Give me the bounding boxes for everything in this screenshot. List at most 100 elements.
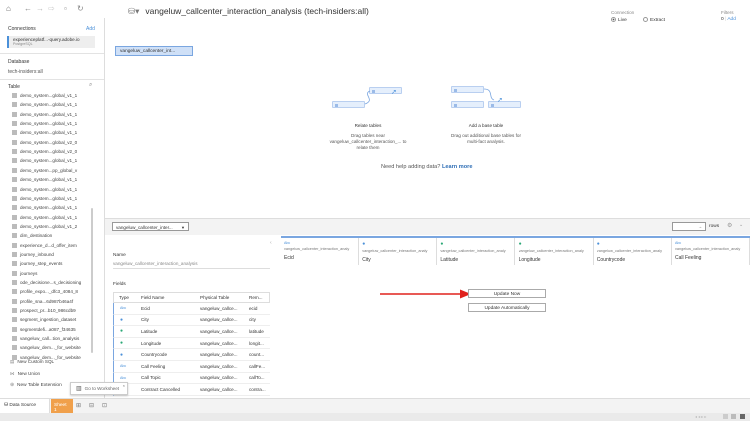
table-item[interactable]: demo_system...global_v1_1 [12,100,77,109]
globe-icon[interactable]: ● [120,328,124,335]
table-item[interactable]: demo_system...global_v1_1 [12,175,77,184]
globe-icon[interactable]: ● [362,241,366,247]
field-row[interactable]: Abc Ecid vangeluw_callce... ecid [113,303,270,315]
scrollbar[interactable] [91,208,93,353]
globe-icon[interactable]: ● [518,241,522,247]
table-item[interactable]: demo_system...pp_global_v [12,166,77,175]
new-custom-sql[interactable]: ▤ New Custom SQL [10,357,54,366]
type-icon[interactable]: Abc [120,306,127,311]
table-item[interactable]: vangeluw_dem..._for_website [12,343,81,352]
radio-extract[interactable]: Extract [643,17,665,23]
table-item[interactable]: journey_inbound [12,250,54,259]
collapse-icon[interactable]: ‹ [270,240,272,246]
type-icon[interactable]: Abc [284,241,291,245]
canvas-table[interactable]: vangeluw_callcenter_int... [115,46,193,56]
globe-icon[interactable]: ● [596,241,600,247]
header-physical-table[interactable]: Physical Table [200,295,230,300]
type-icon[interactable]: Abc [120,364,127,369]
table-item[interactable]: journeys [12,269,37,278]
table-item[interactable]: vangeluw_dem..._for_website [12,353,81,362]
field-row[interactable]: ● Countrycode vangeluw_callce... count..… [113,349,270,361]
table-item[interactable]: profile_sna...6d987b46a4f [12,297,73,306]
rows-input[interactable]: → [672,222,706,231]
table-item[interactable]: demo_system...global_v1_1 [12,128,77,137]
globe-icon[interactable]: ● [120,340,124,347]
close-icon[interactable]: × [122,383,125,388]
grid-column-header[interactable]: Abc vangeluw_callcenter_interaction_anal… [672,236,750,265]
table-item[interactable]: ode_decisione...s_decisioning [12,278,81,287]
table-item[interactable]: segmentdefi...a087_f34635 [12,325,76,334]
database-select[interactable]: tech-insiders:all [8,69,43,75]
redo-icon[interactable]: ⇨ [48,4,55,13]
table-icon [12,326,17,332]
pager-icon[interactable]: ◂ ◂ ▸ ▸ [695,414,707,419]
field-row[interactable]: ● Longitude vangeluw_callce... longit... [113,337,270,350]
gear-icon[interactable]: ⚙ [727,223,733,229]
radio-live[interactable]: Live [611,17,627,23]
grid-column-header[interactable]: Abc vangeluw_callcenter_interaction_anal… [281,236,359,265]
table-item[interactable]: demo_system...global_v1_1 [12,185,77,194]
grid-column-header[interactable]: ● vangeluw_callcenter_interaction_analy … [515,236,594,265]
table-item[interactable]: demo_system...global_v1_1 [12,203,77,212]
sheet-tab[interactable]: Sheet 1 [51,399,73,413]
header-field-name[interactable]: Field Name [141,295,165,300]
table-item[interactable]: vangeluw_call...tion_analysis [12,334,79,343]
home-icon[interactable]: ⌂ [6,4,11,13]
table-item[interactable]: experience_d...d_offer_item [12,241,77,250]
go-to-worksheet-tooltip[interactable]: ▥ Go to Worksheet × [70,382,128,395]
list-view-icon[interactable] [731,414,736,419]
globe-icon[interactable]: ● [120,351,124,358]
table-item[interactable]: demo_system...global_v1_1 [12,91,77,100]
field-row[interactable]: ● Latitude vangeluw_callce... latitude [113,326,270,338]
add-filter-link[interactable]: Add [727,17,736,22]
type-icon[interactable]: Abc [675,241,682,245]
table-item[interactable]: profile_expo..._dfc3_4084_8 [12,287,78,296]
field-row[interactable]: Abc Call Topic vangeluw_callce... callTo… [113,372,270,385]
grid-column-header[interactable]: ● vangeluw_callcenter_interaction_analy … [359,236,438,265]
update-automatically-button[interactable]: Update Automatically [468,303,546,312]
table-select[interactable]: vangeluw_callcenter_inter... ▼ [112,222,189,231]
field-row[interactable]: Abc Call Feeling vangeluw_callce... call… [113,361,270,373]
chevron-down-icon[interactable]: ⌄ [739,222,744,228]
globe-icon[interactable]: ● [120,316,124,323]
table-item[interactable]: demo_system...global_v1_1 [12,156,77,165]
table-item[interactable]: demo_system...global_v1_1 [12,194,77,203]
add-connection-link[interactable]: Add [86,26,95,32]
header-type[interactable]: Type [119,295,129,300]
name-input[interactable]: vangeluw_callcenter_interaction_analysis [113,261,270,269]
refresh-icon[interactable]: ↻ [77,4,84,13]
new-union[interactable]: ⋈ New Union [10,369,40,378]
learn-more-link[interactable]: Learn more [441,164,473,170]
table-item[interactable]: demo_system...global_v2_0 [12,147,77,156]
table-item[interactable]: dim_destination [12,231,52,240]
update-now-button[interactable]: Update Now [468,289,546,298]
table-item[interactable]: demo_system...global_v1_1 [12,110,77,119]
table-item[interactable]: demo_system...global_v2_0 [12,138,77,147]
forward-icon[interactable]: → [36,4,44,13]
table-item[interactable]: segment_ingestion_dataset [12,315,76,324]
table-item[interactable]: demo_system...global_v1_1 [12,119,77,128]
new-worksheet-icon[interactable]: ⊞ [76,403,82,409]
globe-icon[interactable]: ● [440,241,444,247]
table-item[interactable]: demo_system...global_v1_2 [12,222,77,231]
filmstrip-view-icon[interactable] [740,414,745,419]
search-icon[interactable]: ⌕ [89,82,93,88]
connection-item[interactable]: experienceplatf...-query.adobe.io Postgr… [7,36,95,48]
grid-column-header[interactable]: ● vangeluw_callcenter_interaction_analy … [437,236,516,265]
table-item[interactable]: prospect_pr...b10_986cdb9 [12,306,76,315]
type-icon[interactable]: Abc [120,375,127,380]
save-icon[interactable]: ▫ [64,4,67,13]
new-table-extension[interactable]: ⊕ New Table Extension [10,381,62,390]
header-remote[interactable]: Rem... [249,295,263,300]
new-dashboard-icon[interactable]: ⊟ [89,403,95,409]
table-item[interactable]: demo_system...global_v1_1 [12,213,77,222]
data-source-title[interactable]: ⛁▾ vangeluw_callcenter_interaction_analys… [128,6,369,17]
back-icon[interactable]: ← [24,4,32,13]
grid-column-header[interactable]: ● vangeluw_callcenter_interaction_analy … [593,236,672,265]
field-row[interactable]: ● City vangeluw_callce... city [113,314,270,327]
table-item[interactable]: journey_step_events [12,259,62,268]
new-story-icon[interactable]: ⊡ [102,403,108,409]
field-row[interactable]: T|F Contract Cancelled vangeluw_callce..… [113,384,270,396]
data-source-tab[interactable]: ⛁ Data Source [0,399,50,413]
grid-view-icon[interactable] [723,414,728,419]
